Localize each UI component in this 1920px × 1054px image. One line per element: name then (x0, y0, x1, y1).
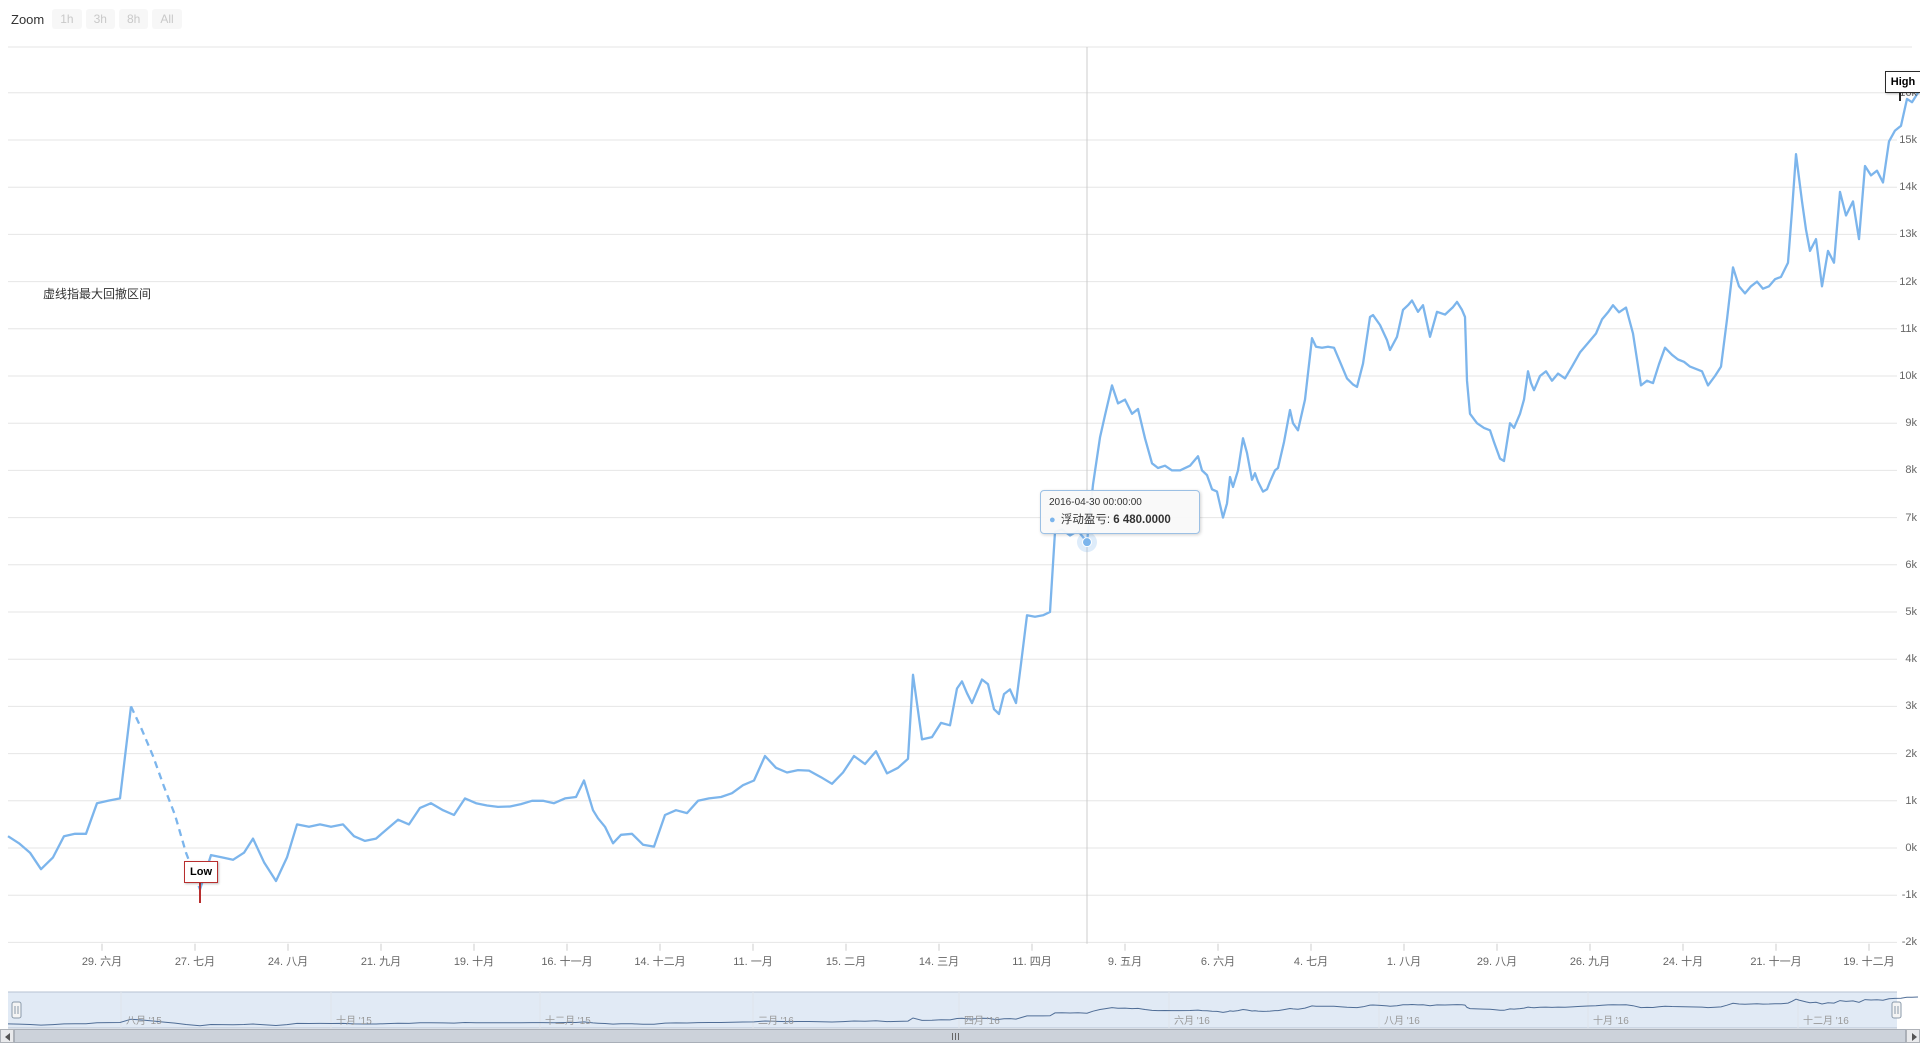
x-axis-label: 11. 一月 (733, 956, 773, 968)
high-flag[interactable]: High (1885, 71, 1920, 93)
navigator-label: 二月 '16 (758, 1016, 794, 1027)
y-axis-label-9k: 9k (1905, 417, 1917, 430)
x-axis-label: 21. 十一月 (1750, 956, 1802, 968)
zoom-button-3h[interactable]: 3h (85, 9, 115, 29)
x-axis-label: 24. 十月 (1662, 956, 1704, 968)
tooltip: 2016-04-30 00:00:00 ● 浮动盈亏: 6 480.0000 (1040, 490, 1200, 534)
tooltip-series-label: 浮动盈亏: (1060, 514, 1111, 526)
x-axis-label: 16. 十一月 (541, 956, 593, 968)
max-drawdown-annotation: 虚线指最大回撤区间 (43, 287, 152, 301)
navigator-series-line (7, 996, 1919, 1027)
y-axis-label-13k: 13k (1899, 228, 1917, 241)
navigator-mask[interactable] (8, 992, 1897, 1028)
x-axis-label: 4. 七月 (1293, 956, 1329, 968)
y-axis-label--1k: -1k (1901, 889, 1917, 902)
hover-marker-dot[interactable] (1082, 537, 1092, 548)
low-flag[interactable]: Low (184, 861, 218, 883)
series-marker-icon: ● (1049, 514, 1056, 526)
x-axis-label: 9. 五月 (1107, 956, 1143, 968)
zoom-label: Zoom (11, 11, 45, 27)
x-axis-label: 27. 七月 (174, 956, 216, 968)
navigator-label: 八月 '16 (1384, 1016, 1420, 1027)
y-axis-label-4k: 4k (1905, 653, 1917, 666)
tooltip-value: 6 480.0000 (1113, 514, 1171, 526)
navigator-label: 十月 '15 (336, 1016, 372, 1027)
zoom-button-all[interactable]: All (152, 9, 182, 29)
y-axis-label-7k: 7k (1905, 511, 1917, 524)
y-axis-label-6k: 6k (1905, 558, 1917, 571)
navigator-label: 四月 '16 (964, 1016, 1000, 1027)
navigator-right-handle[interactable] (1891, 1001, 1902, 1019)
range-selector: Zoom 1h 3h 8h All (11, 8, 186, 30)
scrollbar-left-button[interactable] (0, 1029, 14, 1043)
y-axis-label-14k: 14k (1899, 181, 1917, 194)
y-axis-label--2k: -2k (1901, 936, 1917, 949)
tooltip-datetime: 2016-04-30 00:00:00 (1049, 497, 1142, 508)
navigator-label: 十二月 '16 (1803, 1016, 1849, 1027)
x-axis-label: 19. 十二月 (1843, 956, 1895, 968)
navigator-label: 十二月 '15 (545, 1016, 591, 1027)
high-flag-pole (1899, 93, 1901, 101)
x-axis-label: 21. 九月 (360, 956, 402, 968)
x-axis-label: 26. 九月 (1569, 956, 1611, 968)
x-axis-label: 15. 二月 (825, 956, 867, 968)
y-axis-label-8k: 8k (1905, 464, 1917, 477)
x-axis-label: 29. 八月 (1476, 956, 1518, 968)
navigator-label: 八月 '15 (126, 1016, 162, 1027)
y-axis-label-10k: 10k (1899, 370, 1917, 382)
y-axis-label-2k: 2k (1905, 747, 1917, 760)
y-axis-label-1k: 1k (1905, 794, 1917, 807)
right-arrow-icon (1912, 1033, 1917, 1041)
navigator-label: 六月 '16 (1174, 1016, 1210, 1027)
y-axis-label-3k: 3k (1905, 700, 1917, 713)
scrollbar-grip-icon (952, 1033, 959, 1040)
navigator-left-handle[interactable] (11, 1001, 22, 1019)
series-line-pre-peak (7, 706, 133, 871)
x-axis-label: 14. 十二月 (634, 956, 686, 968)
y-axis-label-12k: 12k (1899, 275, 1917, 288)
y-axis-label-0k: 0k (1905, 842, 1917, 854)
zoom-button-1h[interactable]: 1h (52, 9, 82, 29)
scrollbar-thumb[interactable] (14, 1029, 1906, 1043)
x-axis-label: 24. 八月 (267, 956, 309, 968)
scrollbar-right-button[interactable] (1906, 1029, 1920, 1043)
y-axis-label-5k: 5k (1905, 606, 1917, 618)
x-axis-label: 1. 八月 (1386, 956, 1422, 968)
left-arrow-icon (5, 1033, 10, 1041)
y-axis-label-11k: 11k (1900, 322, 1917, 335)
x-axis-label: 11. 四月 (1012, 956, 1052, 968)
x-axis-label: 29. 六月 (81, 956, 123, 968)
zoom-button-8h[interactable]: 8h (118, 9, 149, 29)
zoom-buttons-group: 1h 3h 8h All (52, 9, 185, 29)
tooltip-series-row: ● 浮动盈亏: 6 480.0000 (1049, 511, 1191, 527)
series-line-drawdown-dashed (129, 705, 202, 890)
series-line-post-low (198, 92, 1919, 890)
low-flag-pole (199, 883, 201, 903)
navigator-label: 十月 '16 (1593, 1016, 1629, 1027)
y-axis-label-15k: 15k (1899, 134, 1917, 146)
x-axis-label: 19. 十月 (453, 956, 495, 968)
x-axis-label: 14. 三月 (918, 956, 960, 968)
x-axis-label: 6. 六月 (1200, 956, 1236, 968)
